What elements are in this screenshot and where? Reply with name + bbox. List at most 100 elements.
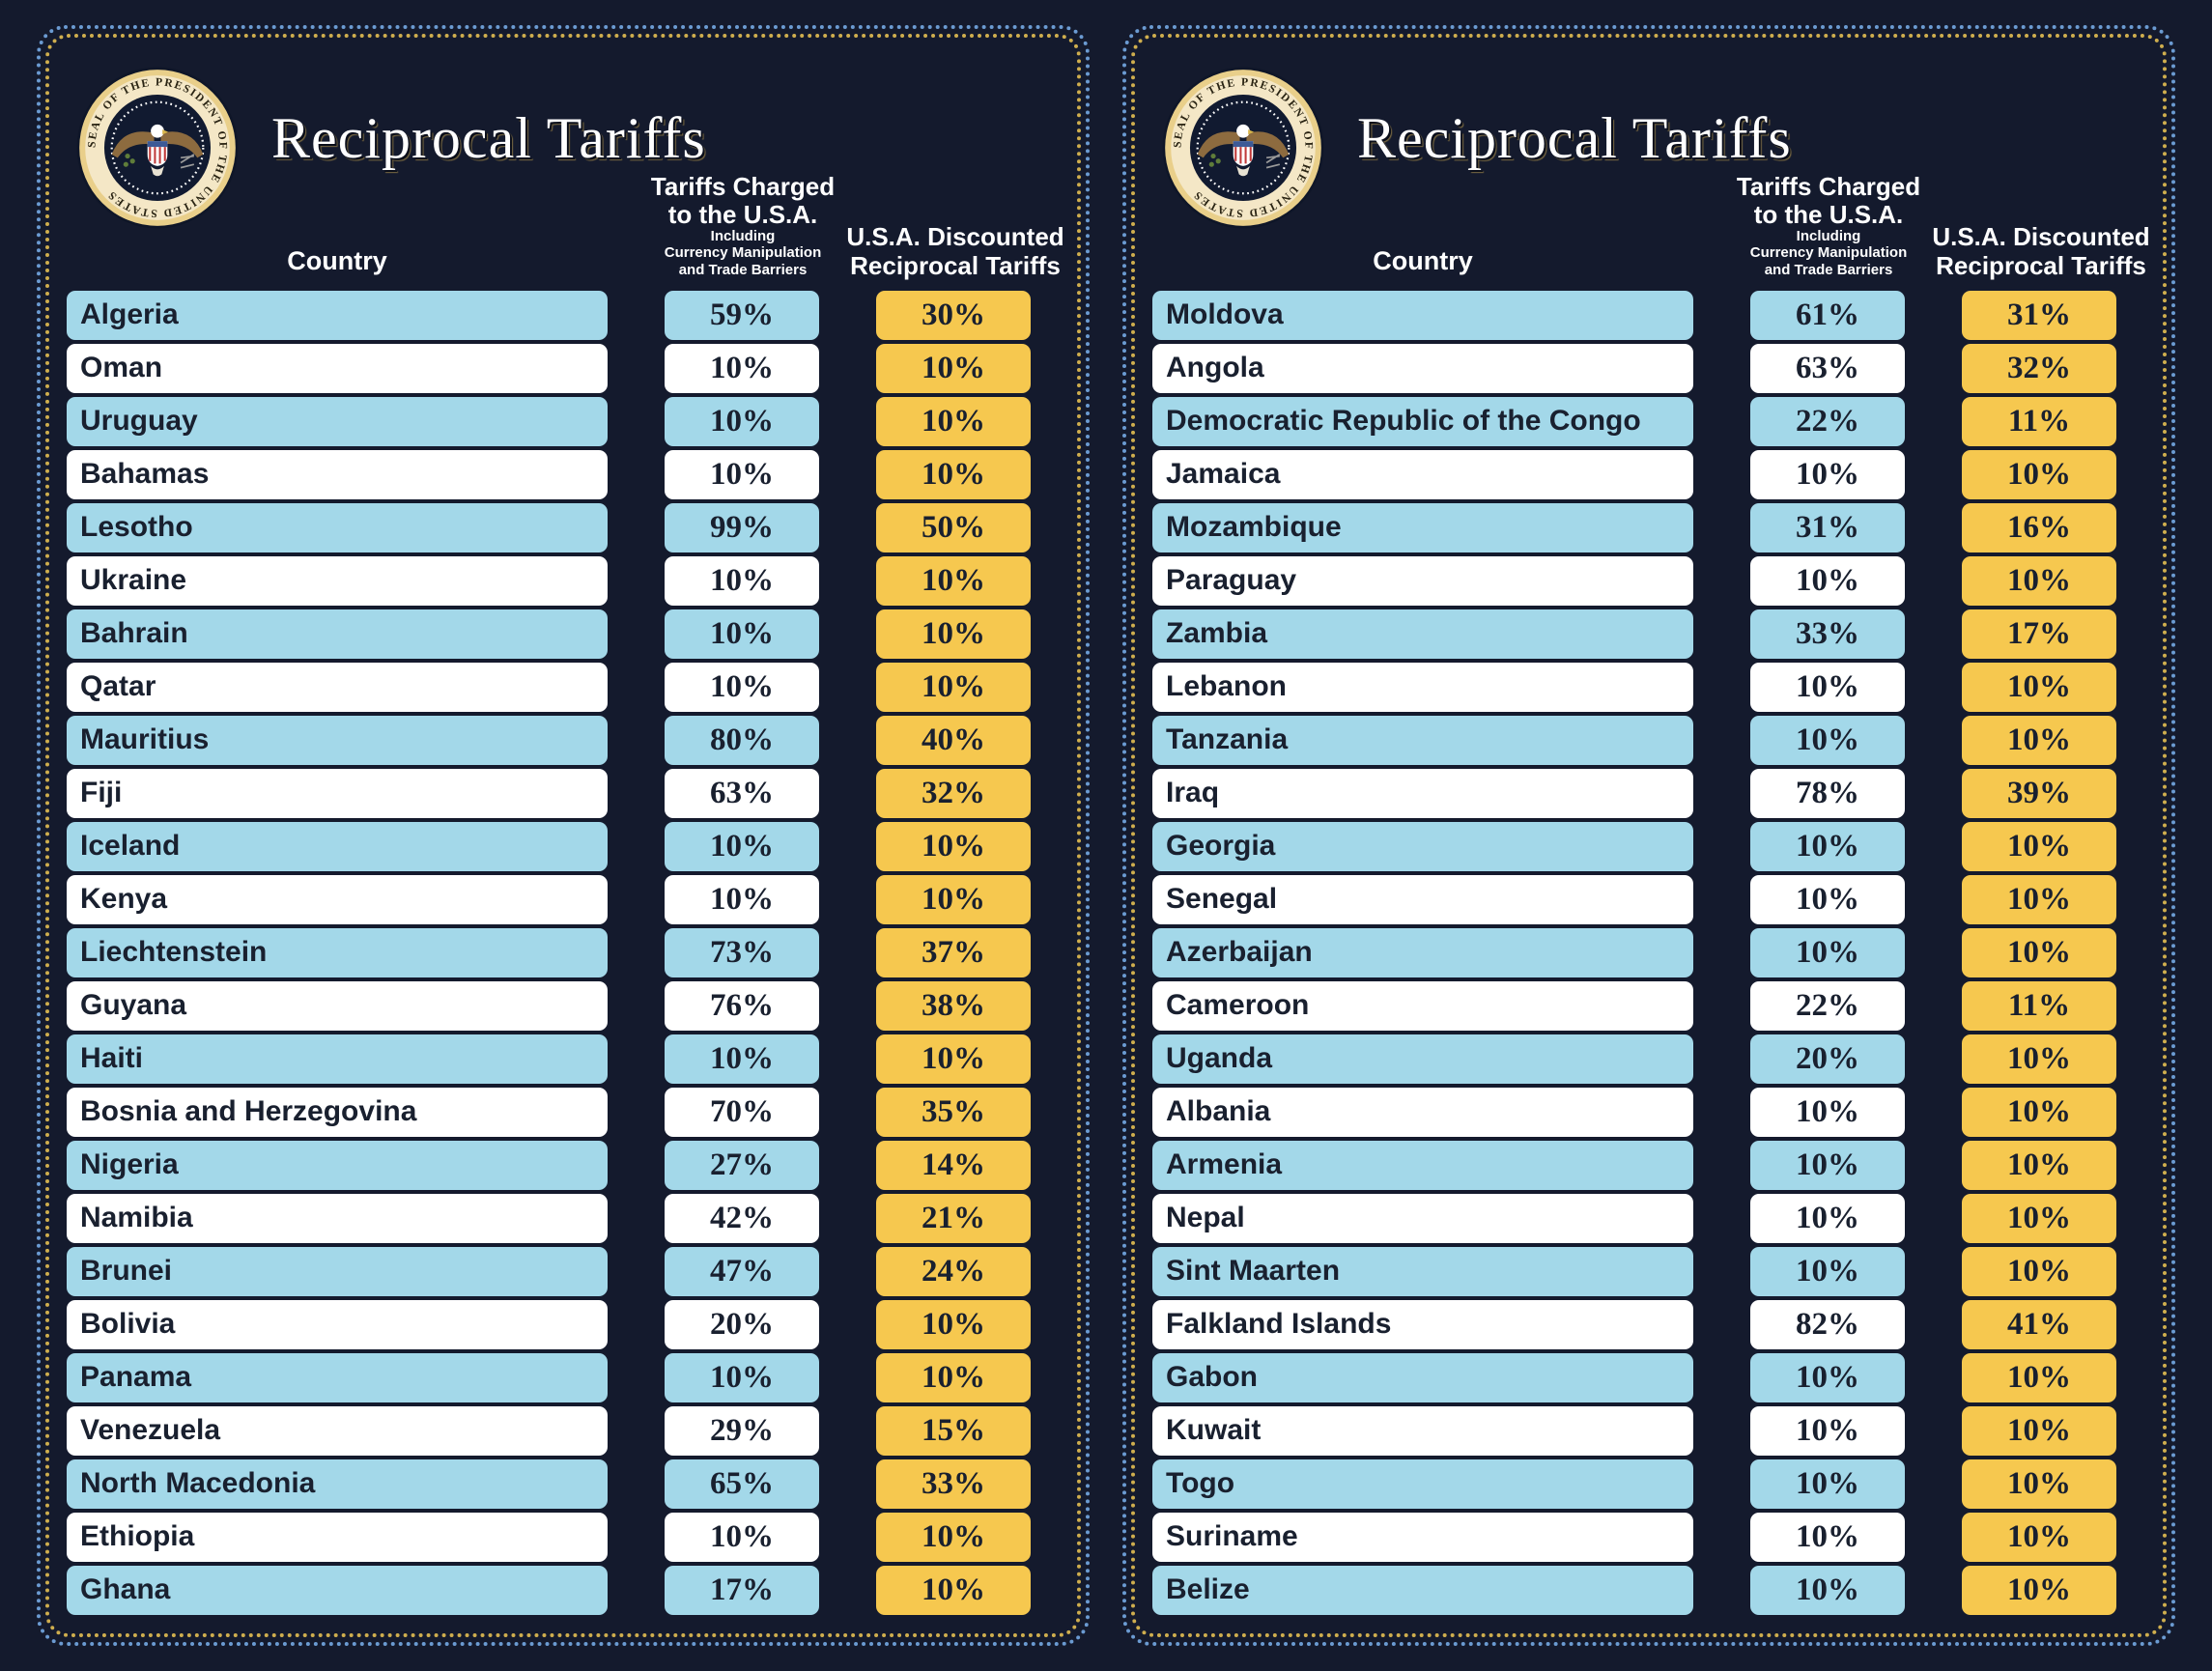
country-cell: Oman: [67, 344, 608, 393]
charged-value-cell: 20%: [1750, 1034, 1905, 1084]
charged-value-cell: 10%: [665, 663, 819, 712]
country-cell: Ethiopia: [67, 1513, 608, 1562]
discounted-value-cell: 10%: [1962, 1088, 2116, 1137]
country-cell: Zambia: [1152, 609, 1693, 659]
country-cell: Moldova: [1152, 291, 1693, 340]
country-cell: Panama: [67, 1353, 608, 1402]
country-cell: Bahrain: [67, 609, 608, 659]
country-cell: Ghana: [67, 1566, 608, 1615]
charged-value-cell: 10%: [1750, 875, 1905, 924]
table-row: Fiji 63% 32%: [67, 769, 1060, 818]
discounted-header-line1: U.S.A. Discounted: [1932, 222, 2150, 251]
table-row: Iraq 78% 39%: [1152, 769, 2145, 818]
discounted-value-cell: 32%: [1962, 344, 2116, 393]
discounted-value-cell: 10%: [876, 822, 1031, 871]
discounted-value-cell: 10%: [876, 450, 1031, 499]
country-cell: Namibia: [67, 1194, 608, 1243]
discounted-value-cell: 10%: [1962, 875, 2116, 924]
country-cell: Lebanon: [1152, 663, 1693, 712]
country-column-header: Country: [287, 246, 387, 275]
country-cell: Ukraine: [67, 556, 608, 606]
discounted-value-cell: 10%: [876, 397, 1031, 446]
country-cell: Qatar: [67, 663, 608, 712]
table-row: Ukraine 10% 10%: [67, 556, 1060, 606]
discounted-value-cell: 10%: [1962, 556, 2116, 606]
table-row: Albania 10% 10%: [1152, 1088, 2145, 1137]
charged-header-line2: to the U.S.A.: [667, 199, 818, 229]
charged-column-header: Tariffs Charged to the U.S.A. Including …: [1698, 173, 1959, 278]
charged-value-cell: 31%: [1750, 503, 1905, 552]
charged-value-cell: 82%: [1750, 1300, 1905, 1349]
country-cell: Azerbaijan: [1152, 928, 1693, 977]
country-cell: North Macedonia: [67, 1459, 608, 1509]
table-row: Zambia 33% 17%: [1152, 609, 2145, 659]
discounted-column-header: U.S.A. Discounted Reciprocal Tariffs: [819, 222, 1092, 281]
charged-value-cell: 17%: [665, 1566, 819, 1615]
seal-eagle-icon: [111, 124, 204, 177]
discounted-header-line2: Reciprocal Tariffs: [850, 250, 1061, 280]
table-row: Tanzania 10% 10%: [1152, 716, 2145, 765]
seal-star-ring: [110, 100, 205, 195]
seal-eagle-icon: [1197, 124, 1290, 177]
charged-value-cell: 10%: [1750, 1459, 1905, 1509]
charged-header-line1: Tariffs Charged: [1736, 172, 1921, 201]
table-row: Senegal 10% 10%: [1152, 875, 2145, 924]
country-cell: Bolivia: [67, 1300, 608, 1349]
country-cell: Armenia: [1152, 1141, 1693, 1190]
discounted-value-cell: 10%: [1962, 663, 2116, 712]
table-row: Belize 10% 10%: [1152, 1566, 2145, 1615]
table-row: Oman 10% 10%: [67, 344, 1060, 393]
table-row: Ghana 17% 10%: [67, 1566, 1060, 1615]
discounted-value-cell: 10%: [876, 1566, 1031, 1615]
discounted-value-cell: 11%: [1962, 397, 2116, 446]
discounted-value-cell: 10%: [876, 344, 1031, 393]
charged-value-cell: 63%: [1750, 344, 1905, 393]
table-row: Nepal 10% 10%: [1152, 1194, 2145, 1243]
country-cell: Sint Maarten: [1152, 1247, 1693, 1296]
table-row: Brunei 47% 24%: [67, 1247, 1060, 1296]
charged-value-cell: 10%: [1750, 663, 1905, 712]
table-row: Lebanon 10% 10%: [1152, 663, 2145, 712]
charged-subheader-line2: Currency Manipulation: [1749, 244, 1908, 262]
table-row: Angola 63% 32%: [1152, 344, 2145, 393]
table-row: Democratic Republic of the Congo 22% 11%: [1152, 397, 2145, 446]
charged-value-cell: 10%: [665, 397, 819, 446]
country-cell: Guyana: [67, 981, 608, 1031]
country-cell: Bosnia and Herzegovina: [67, 1088, 608, 1137]
discounted-value-cell: 35%: [876, 1088, 1031, 1137]
table-row: Jamaica 10% 10%: [1152, 450, 2145, 499]
charged-subheader-line1: Including: [710, 228, 776, 245]
discounted-value-cell: 10%: [1962, 450, 2116, 499]
table-row: Haiti 10% 10%: [67, 1034, 1060, 1084]
discounted-value-cell: 10%: [876, 663, 1031, 712]
panel-left-inner: SEAL OF THE PRESIDENT OF THE UNITED STAT…: [45, 34, 1081, 1637]
charged-value-cell: 61%: [1750, 291, 1905, 340]
table-row: Moldova 61% 31%: [1152, 291, 2145, 340]
discounted-value-cell: 15%: [876, 1406, 1031, 1456]
table-row: Kenya 10% 10%: [67, 875, 1060, 924]
discounted-value-cell: 16%: [1962, 503, 2116, 552]
discounted-header-line1: U.S.A. Discounted: [846, 222, 1064, 251]
charged-value-cell: 10%: [665, 556, 819, 606]
country-cell: Mauritius: [67, 716, 608, 765]
table-row: Panama 10% 10%: [67, 1353, 1060, 1402]
discounted-value-cell: 10%: [876, 609, 1031, 659]
charged-column-header: Tariffs Charged to the U.S.A. Including …: [612, 173, 873, 278]
table-row: Uruguay 10% 10%: [67, 397, 1060, 446]
discounted-value-cell: 10%: [876, 1513, 1031, 1562]
discounted-value-cell: 10%: [1962, 1513, 2116, 1562]
table-row: Cameroon 22% 11%: [1152, 981, 2145, 1031]
charged-value-cell: 10%: [665, 609, 819, 659]
seal-star-ring: [1196, 100, 1290, 195]
charged-value-cell: 80%: [665, 716, 819, 765]
country-cell: Suriname: [1152, 1513, 1693, 1562]
presidential-seal-icon: SEAL OF THE PRESIDENT OF THE UNITED STAT…: [1162, 67, 1324, 229]
charged-value-cell: 59%: [665, 291, 819, 340]
country-cell: Venezuela: [67, 1406, 608, 1456]
table-row: Iceland 10% 10%: [67, 822, 1060, 871]
table-row: Uganda 20% 10%: [1152, 1034, 2145, 1084]
country-cell: Liechtenstein: [67, 928, 608, 977]
discounted-value-cell: 21%: [876, 1194, 1031, 1243]
table-row: Nigeria 27% 14%: [67, 1141, 1060, 1190]
discounted-value-cell: 40%: [876, 716, 1031, 765]
